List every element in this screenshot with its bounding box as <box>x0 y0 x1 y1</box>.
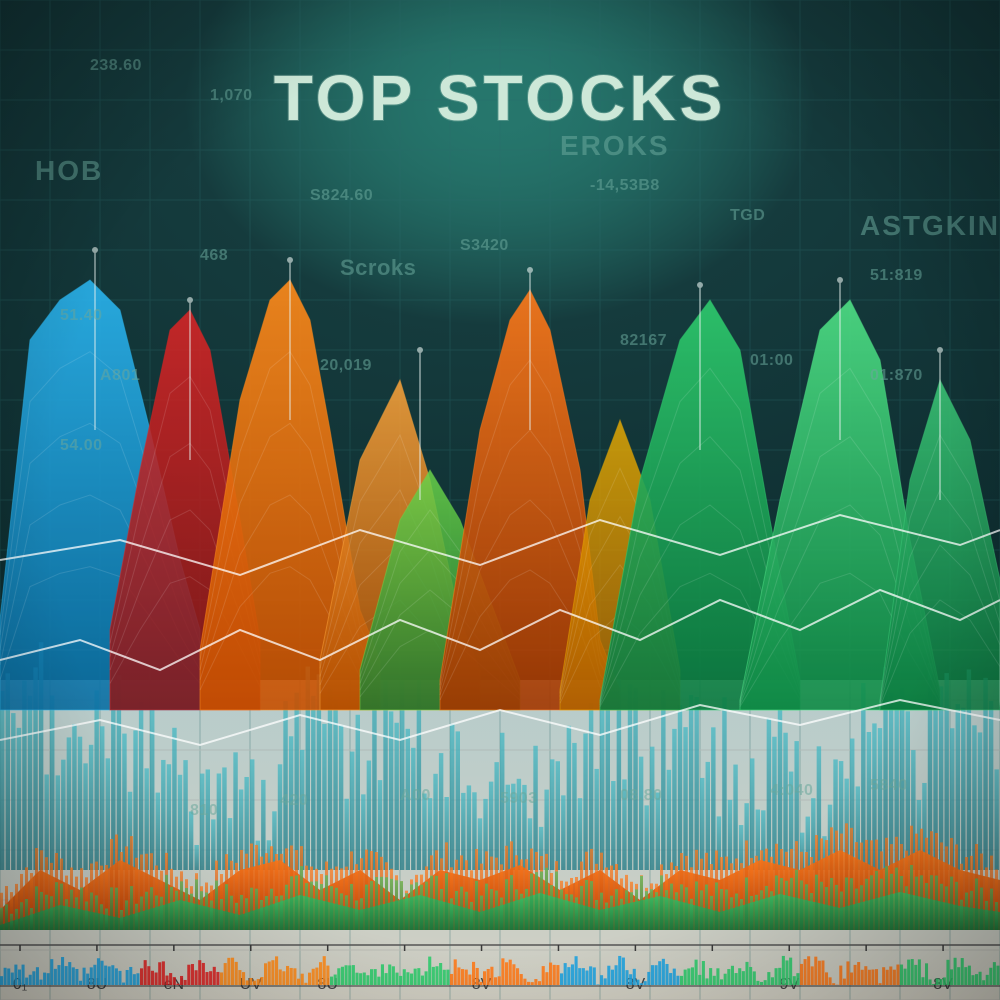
svg-text:51.40: 51.40 <box>60 307 103 324</box>
svg-text:A801: A801 <box>100 367 140 384</box>
chart-svg: 0₁8UeNUV8U8V8V9V8V238.601,070S824.60-14,… <box>0 0 1000 1000</box>
svg-text:01:00: 01:00 <box>750 352 793 369</box>
svg-text:420: 420 <box>280 792 308 809</box>
svg-text:EROKS: EROKS <box>560 130 670 161</box>
svg-text:HOB: HOB <box>35 155 103 186</box>
svg-text:1,070: 1,070 <box>210 87 253 104</box>
svg-text:238.60: 238.60 <box>90 57 142 74</box>
svg-text:4:040: 4:040 <box>770 782 813 799</box>
svg-text:Scroks: Scroks <box>340 255 416 280</box>
stock-chart-composite: 0₁8UeNUV8U8V8V9V8V238.601,070S824.60-14,… <box>0 0 1000 1000</box>
svg-text:5903: 5903 <box>500 790 538 807</box>
svg-text:A00: A00 <box>400 787 431 804</box>
svg-text:54.00: 54.00 <box>60 437 103 454</box>
svg-text:08.80: 08.80 <box>620 787 663 804</box>
svg-text:01:870: 01:870 <box>870 367 923 384</box>
svg-text:S824.60: S824.60 <box>310 187 373 204</box>
svg-text:TOP STOCKS: TOP STOCKS <box>274 62 727 134</box>
svg-text:-14,53B8: -14,53B8 <box>590 177 660 194</box>
svg-text:468: 468 <box>200 247 228 264</box>
svg-text:20,019: 20,019 <box>320 357 372 374</box>
svg-text:51:819: 51:819 <box>870 267 923 284</box>
svg-text:TGD: TGD <box>730 207 765 224</box>
svg-text:82167: 82167 <box>620 332 667 349</box>
svg-text:810: 810 <box>190 802 218 819</box>
svg-text:5840: 5840 <box>870 777 908 794</box>
svg-text:S3420: S3420 <box>460 237 509 254</box>
svg-text:ASTGKIN: ASTGKIN <box>860 210 1000 241</box>
